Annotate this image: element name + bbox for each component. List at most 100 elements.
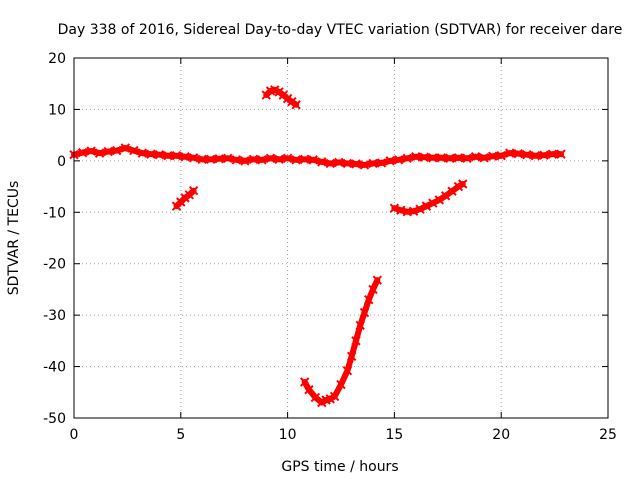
x-tick-label: 0 <box>70 427 79 443</box>
data-point <box>368 158 378 169</box>
data-point <box>291 155 301 165</box>
y-tick-label: -10 <box>43 205 66 221</box>
data-point <box>440 191 451 201</box>
data-point <box>359 307 370 318</box>
data-point <box>197 154 207 165</box>
data-point <box>154 149 165 160</box>
data-point <box>129 145 139 156</box>
y-tick-label: 10 <box>48 102 66 118</box>
data-point <box>530 151 541 161</box>
data-point <box>231 155 242 165</box>
data-point <box>188 185 199 196</box>
data-point <box>436 153 447 163</box>
data-point <box>479 153 489 163</box>
series-group <box>171 185 199 211</box>
y-tick-label: -30 <box>43 308 66 324</box>
series-line <box>71 145 565 168</box>
data-point <box>415 204 425 214</box>
data-point <box>77 147 88 158</box>
data-point <box>419 152 430 162</box>
data-point <box>505 148 515 158</box>
plot-frame <box>73 57 609 419</box>
data-point <box>470 152 481 162</box>
y-tick-label: 20 <box>48 51 66 67</box>
data-point <box>522 149 532 160</box>
data-point <box>248 154 259 165</box>
series-group <box>69 143 566 170</box>
data-point <box>346 351 357 361</box>
data-point <box>447 186 457 196</box>
data-point <box>325 158 336 169</box>
data-point <box>496 151 506 161</box>
data-point <box>112 145 122 156</box>
data-point <box>389 203 400 213</box>
data-point <box>291 100 301 110</box>
y-tick-label: -20 <box>43 257 66 273</box>
data-point <box>434 195 444 205</box>
y-tick-label: -40 <box>43 360 66 376</box>
data-point <box>421 201 432 211</box>
data-point <box>163 151 173 161</box>
data-point <box>146 149 156 159</box>
data-point <box>364 295 374 305</box>
data-point <box>299 154 310 165</box>
data-point <box>334 157 344 168</box>
data-point <box>325 394 336 404</box>
data-point <box>458 179 468 189</box>
data-point <box>317 157 327 167</box>
data-point <box>188 153 199 163</box>
data-point <box>329 391 340 402</box>
data-point <box>556 149 566 159</box>
data-point <box>355 320 365 331</box>
data-point <box>317 397 327 408</box>
data-point <box>453 181 464 192</box>
x-tick-label: 20 <box>492 427 510 443</box>
data-series <box>69 85 566 408</box>
x-tick-label: 15 <box>385 427 403 443</box>
data-point <box>376 158 387 168</box>
data-point <box>445 153 455 163</box>
data-point <box>372 275 383 285</box>
data-point <box>411 152 421 162</box>
data-point <box>539 150 549 160</box>
series-group <box>261 85 301 110</box>
data-point <box>274 154 284 165</box>
x-axis-label: GPS time / hours <box>281 459 398 475</box>
data-point <box>265 153 276 163</box>
data-point <box>94 148 105 158</box>
grid <box>74 58 608 418</box>
x-tick-label: 25 <box>599 427 617 443</box>
data-point <box>299 377 310 387</box>
data-point <box>308 155 318 165</box>
data-point <box>86 146 96 156</box>
data-point <box>257 155 267 165</box>
data-point <box>393 155 404 165</box>
y-axis-label: SDTVAR / TECUs <box>6 181 22 296</box>
data-point <box>103 146 113 157</box>
data-point <box>359 160 370 170</box>
data-point <box>120 143 130 153</box>
data-point <box>428 198 438 208</box>
data-point <box>304 385 314 395</box>
chart-title: Day 338 of 2016, Sidereal Day-to-day VTE… <box>58 22 623 38</box>
data-point <box>240 156 250 166</box>
data-point <box>402 153 412 163</box>
axis-ticks: 0 5 10 15 20 25 -50 -40 -30 -20 -10 0 10 20 <box>43 51 617 443</box>
data-point <box>351 159 361 169</box>
data-point <box>462 153 472 163</box>
data-point <box>342 158 353 169</box>
y-tick-label: 0 <box>57 154 66 170</box>
data-point <box>171 151 182 161</box>
data-point <box>453 153 464 163</box>
data-point <box>205 154 216 165</box>
data-point <box>342 365 353 376</box>
x-tick-label: 10 <box>279 427 297 443</box>
data-point <box>513 148 523 159</box>
data-point <box>336 379 346 390</box>
data-point <box>547 149 558 159</box>
data-point <box>223 153 233 163</box>
data-point <box>408 206 419 216</box>
series-group <box>299 275 383 408</box>
data-point <box>282 153 293 163</box>
data-point <box>137 148 148 158</box>
